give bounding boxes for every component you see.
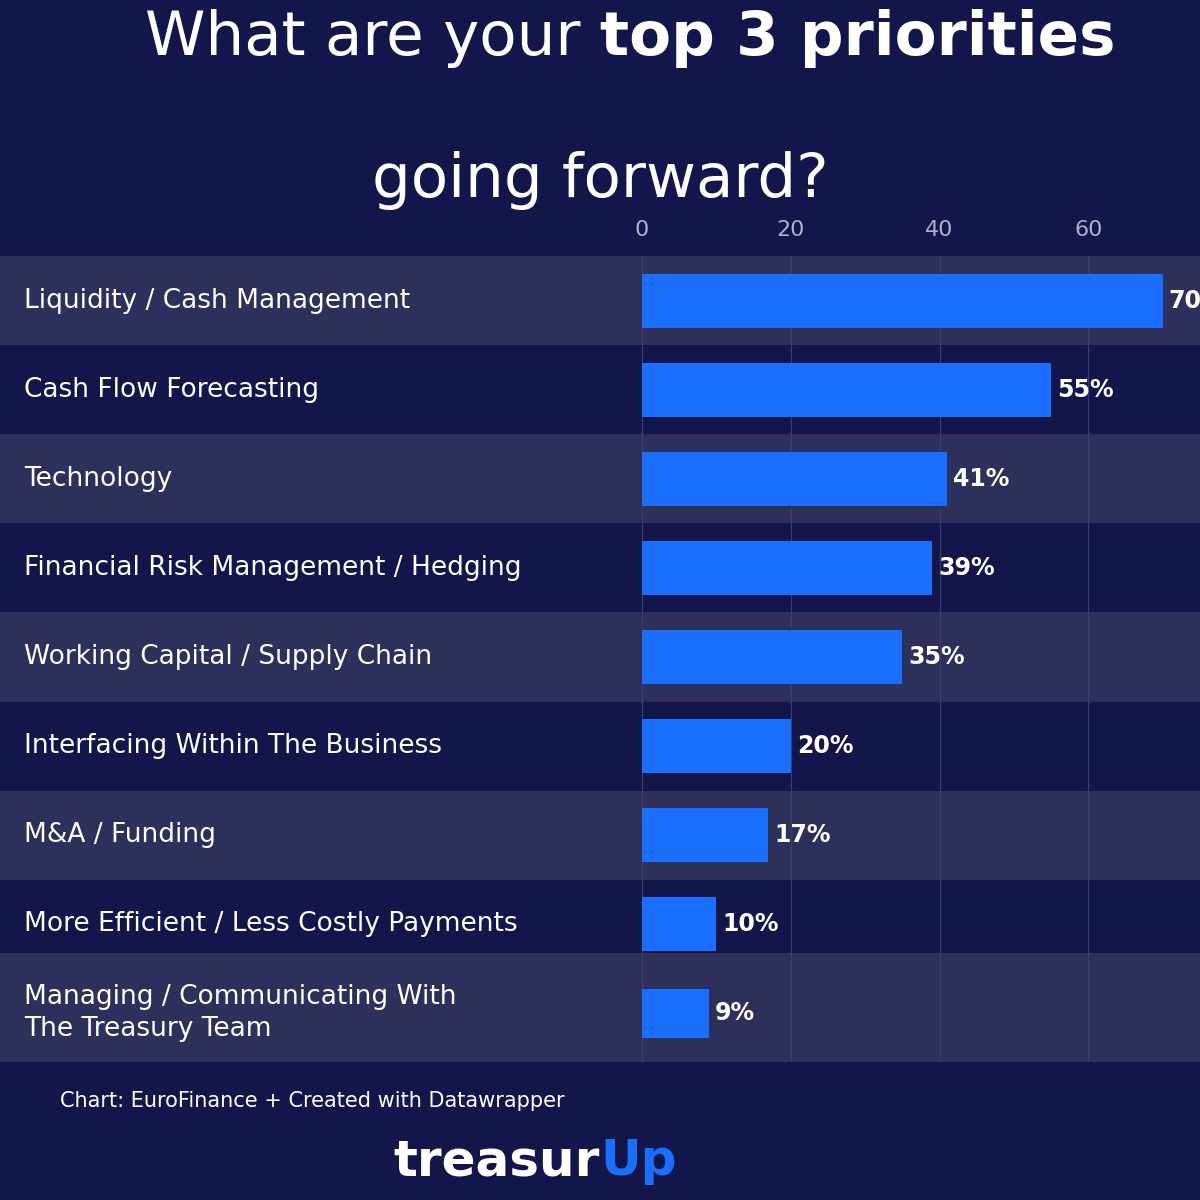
Text: Up: Up [600, 1138, 677, 1186]
Text: Financial Risk Management / Hedging: Financial Risk Management / Hedging [24, 554, 522, 581]
Text: More Efficient / Less Costly Payments: More Efficient / Less Costly Payments [24, 911, 517, 937]
FancyBboxPatch shape [642, 364, 1051, 416]
Text: 39%: 39% [938, 556, 995, 580]
Text: 20%: 20% [797, 734, 853, 758]
Text: 40: 40 [925, 221, 954, 240]
Text: 55%: 55% [1057, 378, 1114, 402]
FancyBboxPatch shape [642, 541, 932, 595]
FancyBboxPatch shape [642, 809, 768, 862]
FancyBboxPatch shape [642, 898, 716, 950]
FancyBboxPatch shape [642, 989, 709, 1038]
FancyBboxPatch shape [642, 275, 1163, 328]
FancyBboxPatch shape [0, 346, 1200, 434]
Text: Working Capital / Supply Chain: Working Capital / Supply Chain [24, 644, 432, 670]
Text: 41%: 41% [953, 467, 1009, 491]
Text: M&A / Funding: M&A / Funding [24, 822, 216, 848]
Text: 9%: 9% [715, 1001, 755, 1025]
Text: 10%: 10% [722, 912, 779, 936]
Text: going forward?: going forward? [372, 150, 828, 210]
Text: 35%: 35% [908, 646, 965, 670]
Text: treasur: treasur [394, 1138, 600, 1186]
Text: 20: 20 [776, 221, 805, 240]
FancyBboxPatch shape [642, 630, 902, 684]
FancyBboxPatch shape [0, 257, 1200, 346]
FancyBboxPatch shape [642, 452, 947, 505]
Text: 70%: 70% [1169, 289, 1200, 313]
Text: 60: 60 [1074, 221, 1103, 240]
Text: 17%: 17% [774, 823, 830, 847]
Text: What are your: What are your [145, 10, 600, 68]
Text: Liquidity / Cash Management: Liquidity / Cash Management [24, 288, 410, 314]
FancyBboxPatch shape [0, 434, 1200, 523]
Text: top 3 priorities: top 3 priorities [600, 10, 1116, 68]
FancyBboxPatch shape [0, 880, 1200, 968]
Text: Chart: EuroFinance + Created with Datawrapper: Chart: EuroFinance + Created with Datawr… [60, 1091, 565, 1111]
FancyBboxPatch shape [0, 612, 1200, 702]
Text: 0: 0 [635, 221, 649, 240]
Text: Managing / Communicating With
The Treasury Team: Managing / Communicating With The Treasu… [24, 984, 456, 1042]
Text: Interfacing Within The Business: Interfacing Within The Business [24, 733, 442, 760]
FancyBboxPatch shape [0, 523, 1200, 612]
Text: Cash Flow Forecasting: Cash Flow Forecasting [24, 377, 319, 403]
FancyBboxPatch shape [0, 791, 1200, 880]
FancyBboxPatch shape [642, 719, 791, 773]
Text: Technology: Technology [24, 466, 173, 492]
FancyBboxPatch shape [0, 953, 1200, 1073]
FancyBboxPatch shape [0, 702, 1200, 791]
